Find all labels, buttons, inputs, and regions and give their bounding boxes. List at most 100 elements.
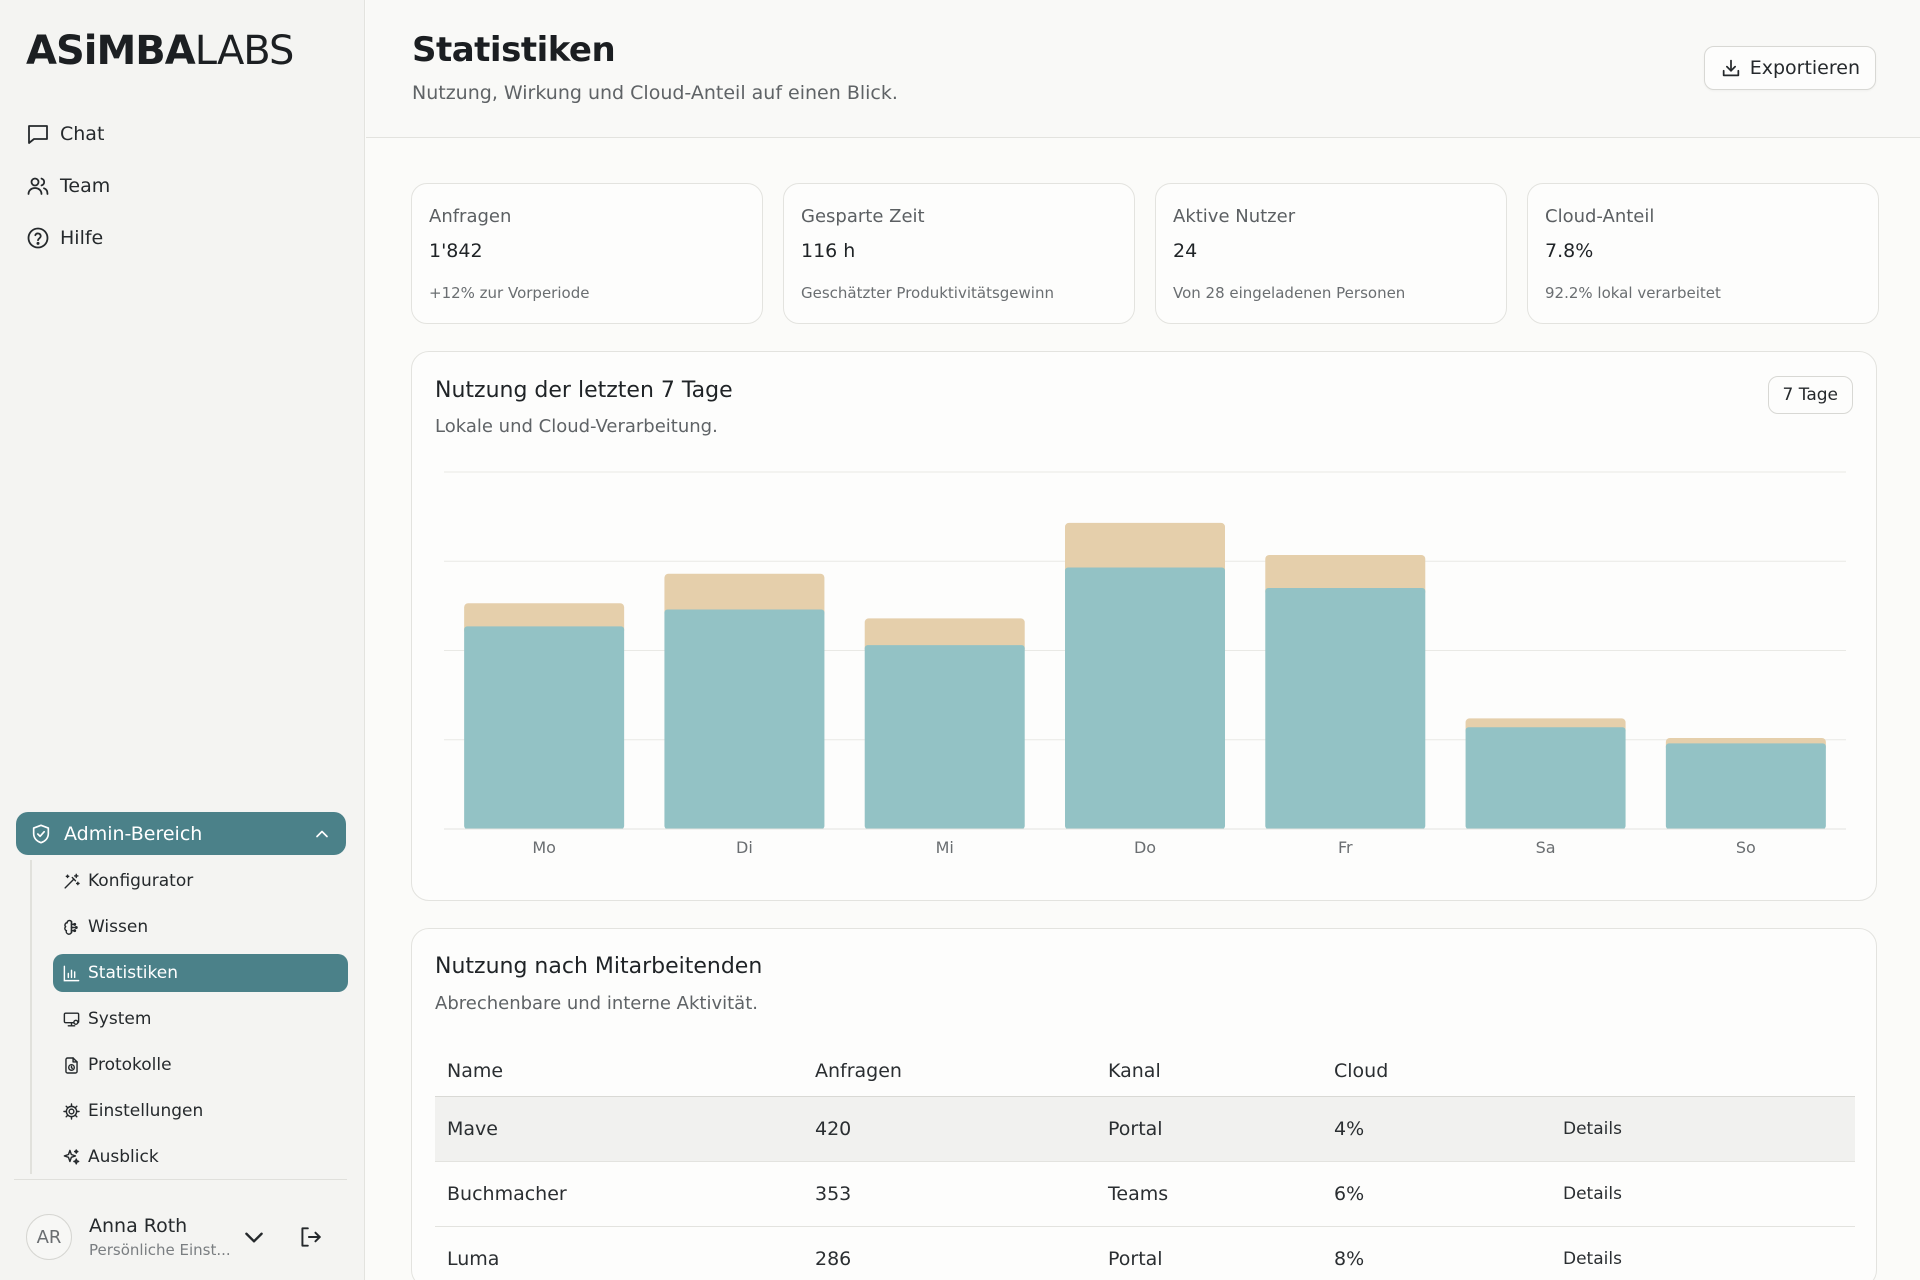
nav-item-team[interactable]: Team — [26, 160, 346, 212]
details-link[interactable]: Details — [1563, 1119, 1622, 1139]
x-tick-label: Di — [736, 838, 753, 857]
kpi-card-cloud-anteil: Cloud-Anteil 7.8% 92.2% lokal verarbeite… — [1527, 183, 1879, 324]
cell-name: Mave — [447, 1118, 498, 1140]
chat-icon — [28, 125, 48, 144]
sidebar-item-label: Protokolle — [88, 1055, 172, 1075]
kpi-value: 116 h — [801, 240, 856, 262]
sidebar-item-statistiken[interactable]: Statistiken — [53, 954, 348, 992]
nav-item-label: Team — [60, 175, 111, 197]
x-tick-label: Fr — [1338, 838, 1353, 857]
x-tick-label: Sa — [1536, 838, 1556, 857]
kpi-note: +12% zur Vorperiode — [429, 284, 590, 302]
bar-local-mo[interactable] — [464, 626, 625, 829]
sidebar-item-protokolle[interactable]: Protokolle — [53, 1046, 348, 1084]
export-button-label: Exportieren — [1749, 57, 1860, 79]
bar-cloud-fr[interactable] — [1265, 555, 1426, 597]
sidebar-item-ausblick[interactable]: Ausblick — [53, 1138, 348, 1176]
sidebar-item-konfigurator[interactable]: Konfigurator — [53, 862, 348, 900]
page-title: Statistiken — [412, 30, 616, 70]
kpi-value: 24 — [1173, 240, 1198, 262]
sidebar: ASiMBALABS Chat Team Hilfe Admin-Bereich… — [0, 0, 365, 1280]
bar-cloud-do[interactable] — [1065, 522, 1225, 576]
admin-sub-nav: Konfigurator Wissen Statistiken System P… — [30, 860, 348, 1176]
table-row[interactable]: Buchmacher 353 Teams 6% Details — [435, 1162, 1855, 1227]
avatar[interactable]: AR — [26, 1214, 72, 1260]
team-usage-table: Name Anfragen Kanal Cloud Mave 420 Porta… — [435, 1045, 1855, 1280]
sidebar-item-label: System — [88, 1009, 152, 1029]
column-header-channel[interactable]: Kanal — [1108, 1059, 1161, 1082]
cell-name: Buchmacher — [447, 1183, 567, 1205]
page-subtitle: Nutzung, Wirkung und Cloud-Anteil auf ei… — [412, 82, 898, 104]
file-clock-icon — [65, 1056, 78, 1074]
nav-item-help[interactable]: Hilfe — [26, 212, 346, 264]
column-header-requests[interactable]: Anfragen — [815, 1059, 902, 1082]
user-profile: AR Anna Roth Persönliche Einst... — [26, 1212, 346, 1262]
cell-cloud: 4% — [1334, 1118, 1365, 1140]
sidebar-item-label: Ausblick — [88, 1147, 159, 1167]
kpi-value: 7.8% — [1545, 240, 1594, 262]
sidebar-divider — [14, 1179, 347, 1180]
nav-item-label: Chat — [60, 123, 105, 145]
sidebar-item-label: Wissen — [88, 917, 149, 937]
help-icon — [27, 227, 49, 249]
bar-local-so[interactable] — [1665, 743, 1826, 829]
table-title: Nutzung nach Mitarbeitenden — [435, 954, 763, 979]
main-nav: Chat Team Hilfe — [26, 108, 346, 264]
chevron-down-icon[interactable] — [241, 1224, 267, 1250]
user-settings-label: Persönliche Einst... — [89, 1241, 231, 1259]
table-row[interactable]: Mave 420 Portal 4% Details — [435, 1097, 1855, 1162]
chart-title: Nutzung der letzten 7 Tage — [435, 378, 733, 403]
bar-local-sa[interactable] — [1465, 727, 1626, 829]
bar-cloud-di[interactable] — [664, 573, 825, 618]
column-header-cloud[interactable]: Cloud — [1334, 1059, 1389, 1082]
x-tick-label: Mo — [532, 838, 556, 857]
chart-subtitle: Lokale und Cloud-Verarbeitung. — [435, 416, 718, 437]
usage-chart: Mo Di Mi Do Fr Sa So — [444, 471, 1846, 857]
bar-local-fr[interactable] — [1265, 588, 1426, 829]
cell-channel: Portal — [1108, 1248, 1163, 1270]
kpi-card-gesparte-zeit: Gesparte Zeit 116 h Geschätzter Produkti… — [783, 183, 1135, 324]
sidebar-item-system[interactable]: System — [53, 1000, 348, 1038]
logo[interactable]: ASiMBALABS — [26, 28, 295, 74]
column-header-name[interactable]: Name — [447, 1059, 504, 1082]
bar-local-di[interactable] — [664, 609, 825, 829]
bar-cloud-mi[interactable] — [864, 618, 1025, 654]
cell-requests: 420 — [815, 1118, 852, 1140]
cell-cloud: 6% — [1334, 1183, 1365, 1205]
bar-local-do[interactable] — [1065, 567, 1225, 829]
admin-section-label: Admin-Bereich — [64, 822, 203, 845]
admin-section-toggle[interactable]: Admin-Bereich — [16, 812, 346, 855]
export-button[interactable]: Exportieren — [1703, 46, 1876, 90]
x-tick-label: So — [1736, 838, 1756, 857]
sparkles-icon — [63, 1148, 80, 1165]
nav-item-chat[interactable]: Chat — [26, 108, 346, 160]
bar-chart-icon — [63, 965, 80, 981]
download-icon — [1722, 59, 1739, 77]
kpi-note: 92.2% lokal verarbeitet — [1545, 284, 1721, 302]
sidebar-item-einstellungen[interactable]: Einstellungen — [53, 1092, 348, 1130]
x-tick-label: Do — [1134, 838, 1156, 857]
kpi-label: Cloud-Anteil — [1545, 206, 1655, 227]
bar-local-mi[interactable] — [864, 645, 1025, 829]
user-info[interactable]: Anna Roth Persönliche Einst... — [89, 1215, 231, 1259]
table-row[interactable]: Luma 286 Portal 8% Details — [435, 1227, 1855, 1280]
x-tick-label: Mi — [936, 838, 954, 857]
cell-requests: 286 — [815, 1248, 852, 1270]
details-link[interactable]: Details — [1563, 1249, 1622, 1269]
brain-icon — [64, 919, 78, 935]
kpi-note: Von 28 eingeladenen Personen — [1173, 284, 1406, 302]
cell-name: Luma — [447, 1248, 500, 1270]
kpi-label: Aktive Nutzer — [1173, 206, 1296, 227]
monitor-icon — [63, 1011, 80, 1027]
sidebar-item-label: Statistiken — [88, 963, 178, 983]
sidebar-item-label: Konfigurator — [88, 871, 194, 891]
details-link[interactable]: Details — [1563, 1184, 1622, 1204]
kpi-value: 1'842 — [429, 240, 483, 262]
range-select-button[interactable]: 7 Tage — [1767, 376, 1853, 414]
kpi-note: Geschätzter Produktivitätsgewinn — [801, 284, 1054, 302]
table-header: Name Anfragen Kanal Cloud — [435, 1045, 1855, 1097]
logo-light: LABS — [194, 28, 295, 74]
kpi-label: Anfragen — [429, 206, 512, 227]
logout-icon[interactable] — [297, 1224, 323, 1250]
sidebar-item-wissen[interactable]: Wissen — [53, 908, 348, 946]
